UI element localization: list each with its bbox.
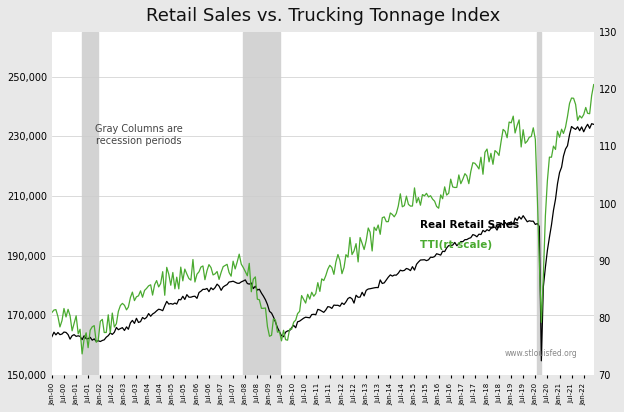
Text: Real Retail Sales: Real Retail Sales: [421, 220, 519, 229]
Bar: [243, 32, 280, 375]
Bar: [82, 32, 98, 375]
Text: TTI(rt scale): TTI(rt scale): [421, 240, 492, 250]
Text: www.stlouisfed.org: www.stlouisfed.org: [505, 349, 577, 358]
Title: Retail Sales vs. Trucking Tonnage Index: Retail Sales vs. Trucking Tonnage Index: [145, 7, 500, 25]
Bar: [537, 32, 542, 375]
Text: Gray Columns are
recession periods: Gray Columns are recession periods: [95, 124, 182, 146]
